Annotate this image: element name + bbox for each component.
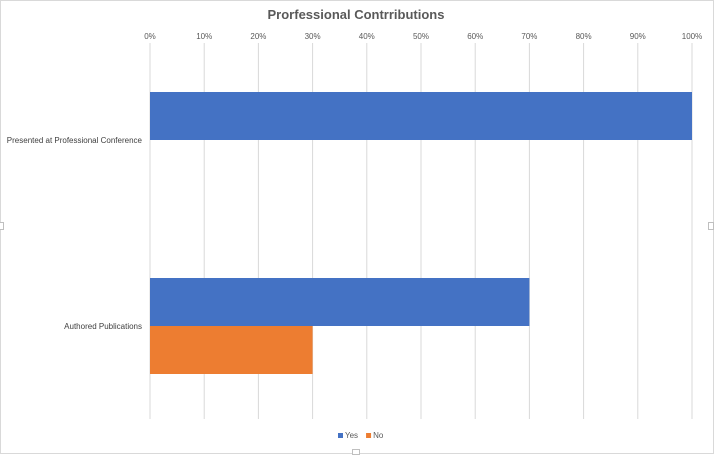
x-tick-label: 60%	[467, 32, 483, 41]
category-label: Authored Publications	[64, 322, 142, 331]
legend-swatch	[338, 433, 343, 438]
resize-handle-left[interactable]	[0, 222, 4, 230]
legend-label: Yes	[345, 431, 358, 440]
legend-swatch	[366, 433, 372, 438]
x-tick-label: 20%	[250, 32, 266, 41]
bar-yes[interactable]	[150, 92, 692, 140]
category-labels: Presented at Professional Conference Auth…	[7, 136, 143, 331]
x-tick-label: 10%	[196, 32, 212, 41]
x-tick-label: 100%	[682, 32, 702, 41]
legend: Yes No	[338, 431, 384, 440]
x-tick-label: 70%	[521, 32, 537, 41]
category-label: Presented at Professional Conference	[7, 136, 143, 145]
x-tick-label: 0%	[144, 32, 156, 41]
bars	[150, 92, 692, 374]
chart-title: Prorfessional Contrributions	[268, 7, 445, 22]
legend-label: No	[373, 431, 384, 440]
bar-yes[interactable]	[150, 278, 530, 326]
x-tick-label: 50%	[413, 32, 429, 41]
bar-no[interactable]	[150, 326, 313, 374]
x-axis-tick-labels: 0% 10% 20% 30% 40% 50% 60% 70% 80% 90% 100%	[144, 32, 702, 41]
x-tick-label: 90%	[630, 32, 646, 41]
x-tick-label: 40%	[359, 32, 375, 41]
x-tick-label: 30%	[305, 32, 321, 41]
x-tick-label: 80%	[576, 32, 592, 41]
